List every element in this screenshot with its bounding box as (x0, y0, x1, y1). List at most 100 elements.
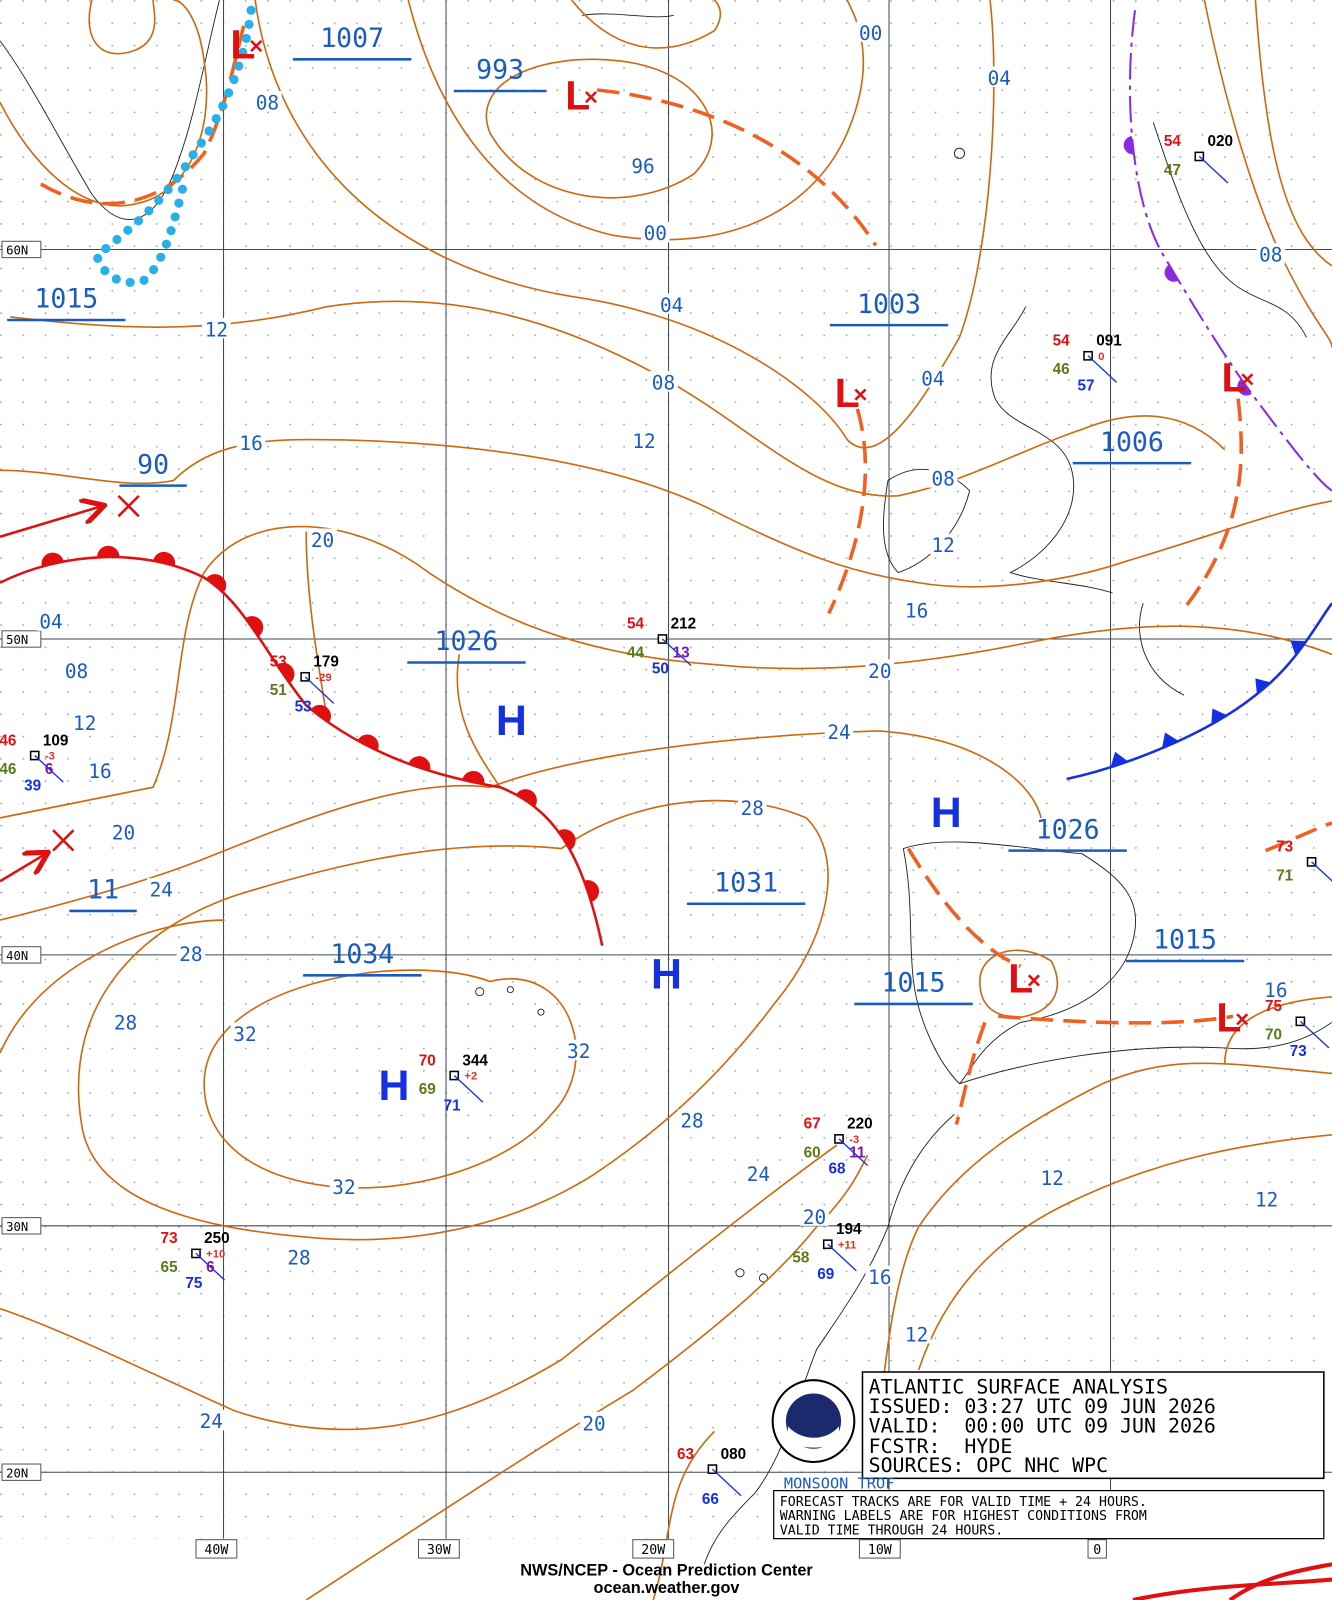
station-sea-temp: 53 (295, 699, 312, 716)
isobar-label: 08 (256, 91, 279, 114)
station-pressure: 250 (204, 1230, 230, 1247)
warm-front-symbol (310, 704, 331, 723)
isobar-label: 12 (931, 534, 954, 557)
lat-label-box (1, 1217, 42, 1235)
isobar-label: 12 (73, 712, 96, 735)
note: WARNING LABELS ARE FOR HIGHEST CONDITION… (780, 1509, 1147, 1524)
isobar-label: 00 (859, 22, 882, 45)
lat-label-box (1, 946, 42, 964)
station-temperature: 70 (419, 1052, 436, 1069)
lat-label: 40N (6, 949, 28, 963)
lat-label: 20N (6, 1466, 28, 1480)
isobar-label-bg (824, 720, 854, 742)
isobar-label: 16 (239, 432, 262, 455)
low-center: L (1008, 956, 1033, 1002)
station-temperature: 54 (1164, 133, 1182, 150)
isobar-label: 08 (931, 468, 954, 491)
isobar-label-bg (579, 1411, 609, 1433)
center-pressure: 1034 (330, 939, 394, 970)
note: VALID TIME THROUGH 24 HOURS. (780, 1524, 1003, 1539)
station-sea-temp: 50 (652, 661, 669, 678)
isobar-label: 28 (287, 1247, 310, 1270)
station-temperature: 67 (804, 1116, 821, 1133)
warm-front-symbol (584, 880, 600, 903)
lon-label-box (1087, 1539, 1107, 1559)
isobar-label: 24 (200, 1410, 223, 1433)
station-temperature: 54 (627, 616, 645, 633)
station-dew-point: 58 (792, 1250, 810, 1267)
lat-label-box (1, 240, 42, 259)
isobar-label-bg (629, 429, 659, 450)
footer-agency: NWS/NCEP - Ocean Prediction Center (520, 1561, 813, 1579)
center-pressure: 1006 (1100, 427, 1164, 458)
info-valid: VALID: 00:00 UTC 09 JUN 2026 (869, 1414, 1216, 1437)
lat-label: 30N (6, 1220, 28, 1234)
station-temperature: 75 (1265, 998, 1283, 1015)
center-pressure: 1007 (320, 23, 384, 54)
isobar-label: 08 (652, 372, 675, 395)
isobar-label: 28 (114, 1012, 137, 1035)
isobar-label: 16 (88, 760, 111, 783)
isobar-label: 24 (747, 1163, 770, 1186)
wind-barb (195, 1252, 226, 1281)
station-pressure: 194 (836, 1221, 862, 1238)
station-dew-point: 47 (1164, 162, 1181, 179)
occluded-front-symbol (1237, 378, 1252, 396)
warm-front-symbol (97, 545, 120, 558)
wind-barb (838, 1138, 869, 1166)
isobar-label: 04 (39, 611, 62, 634)
footer-url: ocean.weather.gov (594, 1579, 741, 1597)
warm-front-symbol (41, 552, 64, 567)
station-temperature: 63 (677, 1446, 694, 1463)
station-tendency: +11 (838, 1239, 856, 1251)
station-dew-point: 51 (270, 682, 288, 699)
station-wave-height: 6 (206, 1259, 215, 1276)
high-center: H (379, 1062, 410, 1110)
lon-label-box (417, 1539, 460, 1559)
isobar-label-bg (36, 610, 66, 631)
info-sources: SOURCES: OPC NHC WPC (869, 1454, 1109, 1477)
station-tendency: -29 (315, 672, 331, 684)
center-pressure: 1015 (882, 968, 946, 999)
warm-front-symbol (558, 829, 576, 850)
low-x (1236, 1013, 1249, 1026)
lon-label: 10W (868, 1543, 892, 1558)
isobar-label-bg (984, 66, 1014, 87)
isobar-label-bg (902, 1322, 931, 1344)
isobar-label: 16 (868, 1266, 891, 1289)
info-issued: ISSUED: 03:27 UTC 09 JUN 2026 (869, 1395, 1216, 1418)
station-pressure: 020 (1207, 133, 1233, 150)
wind-barb (304, 676, 335, 704)
occluded-front-symbol (1164, 264, 1179, 282)
isobar-label: 12 (205, 318, 228, 341)
low-x (1241, 373, 1254, 386)
low-center: L (835, 370, 860, 416)
isobar-label-bg (677, 1109, 707, 1130)
isobar-label: 12 (1255, 1188, 1278, 1211)
station-tendency: -3 (849, 1134, 859, 1146)
lat-label-box (1, 630, 42, 648)
wind-barb (453, 1075, 484, 1103)
warm-front-symbol (516, 789, 537, 807)
isobar-label-bg (928, 467, 958, 488)
station-wave-height: 13 (673, 644, 690, 661)
low-x (1027, 974, 1040, 987)
isobar-label-bg (111, 1011, 140, 1032)
station-tendency: +10 (206, 1249, 225, 1261)
wind-barb (661, 638, 692, 667)
station-wave-height: 11 (849, 1144, 866, 1161)
isobar-label-bg (176, 942, 206, 964)
center-pressure: 1026 (435, 626, 499, 657)
station-wave-height: 6 (45, 761, 54, 778)
isobar-label-bg (230, 1022, 260, 1043)
isobar-label-bg (1256, 243, 1286, 264)
lat-label-box (1, 1463, 42, 1481)
station-dew-point: 65 (161, 1259, 179, 1276)
lat-label: 60N (6, 244, 28, 258)
station-tendency: 0 (1098, 351, 1104, 363)
isobar-label: 32 (567, 1040, 590, 1063)
station-pressure: 080 (721, 1446, 747, 1463)
info-panel: ATLANTIC SURFACE ANALYSIS ISSUED: 03:27 … (771, 1371, 1325, 1540)
